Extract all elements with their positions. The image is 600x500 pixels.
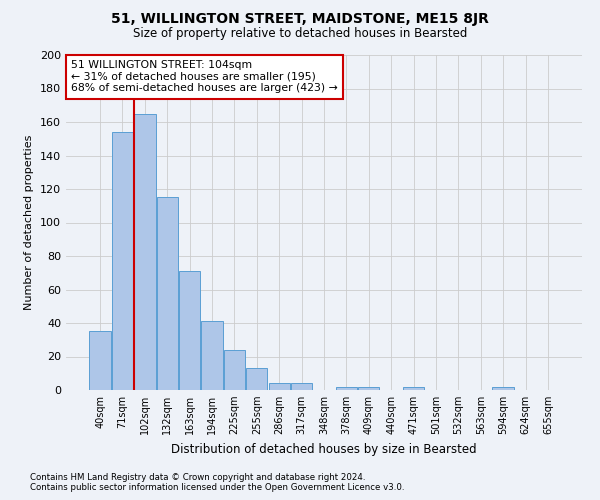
Text: 51, WILLINGTON STREET, MAIDSTONE, ME15 8JR: 51, WILLINGTON STREET, MAIDSTONE, ME15 8… — [111, 12, 489, 26]
Text: Size of property relative to detached houses in Bearsted: Size of property relative to detached ho… — [133, 28, 467, 40]
Text: Contains HM Land Registry data © Crown copyright and database right 2024.: Contains HM Land Registry data © Crown c… — [30, 474, 365, 482]
Bar — [202, 322, 223, 390]
Bar — [179, 271, 200, 390]
Bar — [493, 386, 514, 390]
Bar — [224, 350, 245, 390]
X-axis label: Distribution of detached houses by size in Bearsted: Distribution of detached houses by size … — [171, 442, 477, 456]
Bar — [269, 384, 290, 390]
Bar — [336, 386, 357, 390]
Bar — [291, 384, 312, 390]
Bar — [157, 198, 178, 390]
Bar — [403, 386, 424, 390]
Bar — [112, 132, 133, 390]
Y-axis label: Number of detached properties: Number of detached properties — [25, 135, 34, 310]
Bar — [134, 114, 155, 390]
Text: Contains public sector information licensed under the Open Government Licence v3: Contains public sector information licen… — [30, 484, 404, 492]
Bar — [89, 332, 111, 390]
Bar — [358, 386, 379, 390]
Text: 51 WILLINGTON STREET: 104sqm
← 31% of detached houses are smaller (195)
68% of s: 51 WILLINGTON STREET: 104sqm ← 31% of de… — [71, 60, 338, 93]
Bar — [246, 368, 268, 390]
